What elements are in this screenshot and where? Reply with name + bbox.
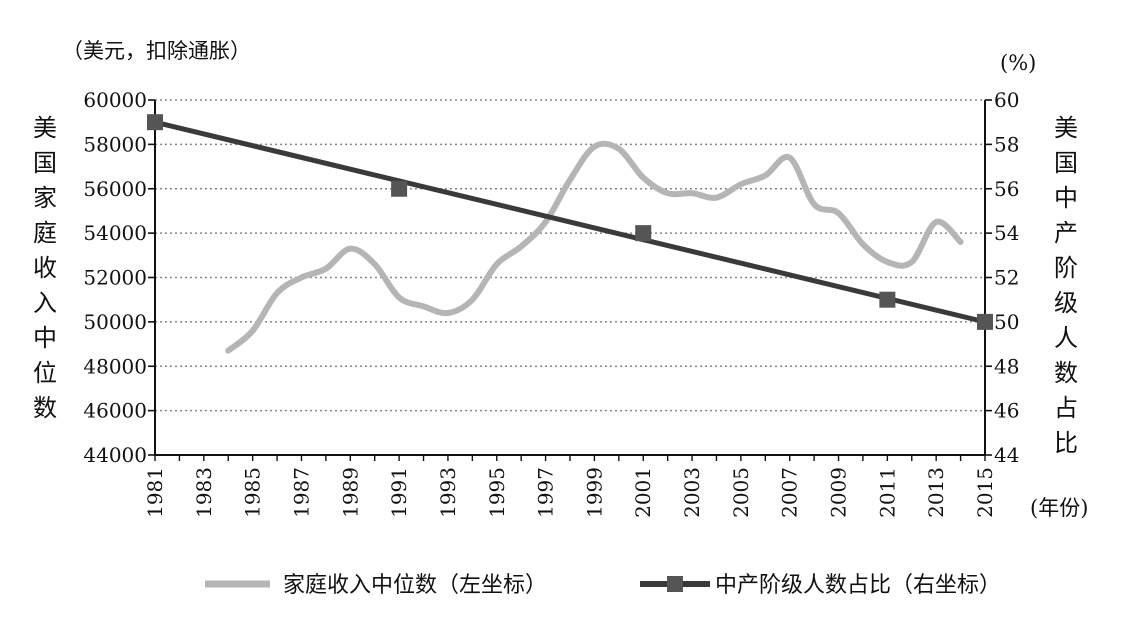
series-income-point: [642, 177, 644, 179]
x-tick-label: 2003: [680, 467, 704, 518]
series-income: [225, 140, 964, 354]
x-tick-label: 2011: [875, 467, 899, 518]
x-unit-label: (年份): [1030, 496, 1088, 520]
x-tick-label: 2015: [973, 467, 997, 518]
y-right-tick-label: 44: [994, 443, 1019, 467]
series-middle-class-marker: [391, 180, 408, 197]
x-tick-label: 1997: [534, 467, 558, 518]
y-right-tick-label: 56: [994, 177, 1019, 201]
series-income-point: [447, 312, 449, 314]
y-right-tick-label: 48: [994, 354, 1019, 378]
y-left-tick-label: 56000: [83, 177, 147, 201]
y-axis-right-title: 美国中产阶级人数占比: [1054, 114, 1078, 457]
series-income-point: [960, 241, 962, 243]
x-tick-label: 1995: [485, 467, 509, 518]
x-tick-label: 2007: [778, 467, 802, 518]
series-income-point: [715, 197, 717, 199]
series-income-point: [349, 248, 351, 250]
series-middle-class-marker: [977, 313, 993, 330]
x-tick-label: 1993: [436, 467, 460, 518]
legend-middle-class-label: 中产阶级人数占比（右坐标）: [715, 573, 1001, 598]
series-middle-class-marker: [635, 225, 652, 242]
y-left-tick-label: 48000: [83, 354, 147, 378]
y-left-tick-label: 54000: [83, 221, 147, 245]
series-income-point: [618, 148, 620, 150]
series-income-point: [398, 296, 400, 298]
series-income-line: [225, 140, 964, 354]
series-income-point: [471, 299, 473, 301]
series-income-point: [569, 179, 571, 181]
x-tick-label: 1985: [241, 467, 265, 518]
series-income-point: [740, 183, 742, 185]
y-left-tick-label: 58000: [83, 132, 147, 156]
series-income-point: [911, 261, 913, 263]
right-unit-label: (%): [1000, 51, 1036, 75]
series-income-point: [496, 263, 498, 265]
series-middle-class: [147, 114, 993, 330]
x-tick-label: 2005: [729, 467, 753, 518]
series-income-point: [838, 212, 840, 214]
series-income-point: [374, 263, 376, 265]
y-right-tick-label: 58: [994, 132, 1019, 156]
series-income-point: [276, 292, 278, 294]
left-unit-label: （美元，扣除通胀）: [62, 39, 251, 63]
x-tick-label: 2013: [924, 467, 948, 518]
y-right-tick-label: 52: [994, 266, 1019, 290]
x-tick-label: 2001: [631, 467, 655, 518]
y-right-tick-label: 46: [994, 399, 1019, 423]
series-middle-class-marker: [879, 291, 896, 308]
y-right-tick-label: 54: [994, 221, 1019, 245]
series-income-point: [593, 146, 595, 148]
grid-lines: [155, 99, 985, 412]
series-income-point: [545, 221, 547, 223]
series-income-point: [935, 221, 937, 223]
x-tick-label: 1991: [387, 467, 411, 518]
labels: 60000 58000 56000 54000 52000 50000 48000 46000…: [33, 39, 1088, 520]
series-income-point: [252, 330, 254, 332]
series-income-point: [813, 203, 815, 205]
series-income-point: [862, 243, 864, 245]
legend-middle-class-marker: [667, 576, 683, 592]
series-income-point: [886, 261, 888, 263]
series-income-point: [520, 245, 522, 247]
x-tick-label: 1989: [338, 467, 362, 518]
series-income-point: [691, 192, 693, 194]
x-tick-label: 1987: [289, 467, 313, 518]
y-left-tick-label: 52000: [83, 266, 147, 290]
series-middle-class-line: [154, 119, 986, 325]
legend: 家庭收入中位数（左坐标） 中产阶级人数占比（右坐标）: [205, 573, 1001, 598]
y-axis-left-title: 美国家庭收入中位数: [33, 114, 57, 422]
series-income-point: [667, 192, 669, 194]
x-tick-label: 1981: [143, 467, 167, 518]
y-left-tick-label: 60000: [83, 88, 147, 112]
y-left-tick-label: 44000: [83, 443, 147, 467]
y-left-tick-label: 50000: [83, 310, 147, 334]
legend-income-label: 家庭收入中位数（左坐标）: [283, 573, 547, 598]
y-right-tick-label: 50: [994, 310, 1019, 334]
x-tick-label: 1999: [582, 467, 606, 518]
x-tick-label: 1983: [192, 467, 216, 518]
series-income-point: [300, 277, 302, 278]
series-income-point: [423, 305, 425, 307]
series-income-point: [227, 350, 229, 352]
series-income-point: [325, 268, 327, 270]
axes: [148, 99, 992, 461]
x-tick-label: 2009: [827, 467, 851, 518]
y-right-tick-label: 60: [994, 88, 1019, 112]
series-middle-class-marker: [147, 114, 163, 131]
series-income-point: [789, 157, 791, 159]
y-left-tick-label: 46000: [83, 399, 147, 423]
series-income-point: [764, 174, 766, 176]
